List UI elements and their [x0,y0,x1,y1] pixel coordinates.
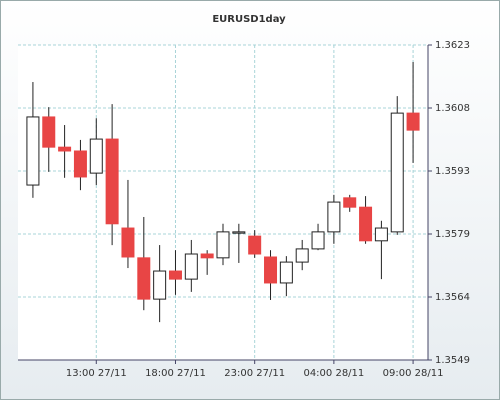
candle-body [279,261,293,284]
y-tick-label: 1.3608 [435,103,470,114]
candle-body [200,253,214,259]
candle-body [89,138,103,174]
candle-body [359,206,373,242]
candle-body [105,138,119,225]
candle-body [184,253,198,280]
chart-title: EURUSD1day [212,14,286,25]
candle-body [232,231,246,234]
candle-body [264,256,278,284]
candle-body [73,150,87,178]
candle-body [153,270,167,300]
candle-body [390,112,404,233]
candle-body [374,227,388,242]
candle-body [295,248,309,263]
candle-body [121,227,135,258]
x-tick-label: 13:00 27/11 [66,368,127,379]
y-tick-label: 1.3564 [435,292,470,303]
candle-body [42,116,56,148]
candle-body [58,146,72,152]
candle-body [26,116,40,186]
x-tick-label: 23:00 27/11 [224,368,285,379]
plot-area [18,45,428,360]
x-tick-label: 18:00 27/11 [145,368,206,379]
y-tick-label: 1.3593 [435,166,470,177]
candle-body [343,197,357,208]
y-tick-label: 1.3579 [435,229,470,240]
candle-body [137,257,151,300]
x-tick-label: 04:00 28/11 [303,368,364,379]
candle-body [216,231,230,259]
candle-body [406,112,420,131]
candle-body [311,231,325,250]
candle-body [327,201,341,233]
y-tick-label: 1.3623 [435,40,470,51]
y-tick-label: 1.3549 [435,355,470,366]
x-tick-label: 09:00 28/11 [383,368,444,379]
candle-body [248,235,262,255]
candle-body [168,270,182,280]
